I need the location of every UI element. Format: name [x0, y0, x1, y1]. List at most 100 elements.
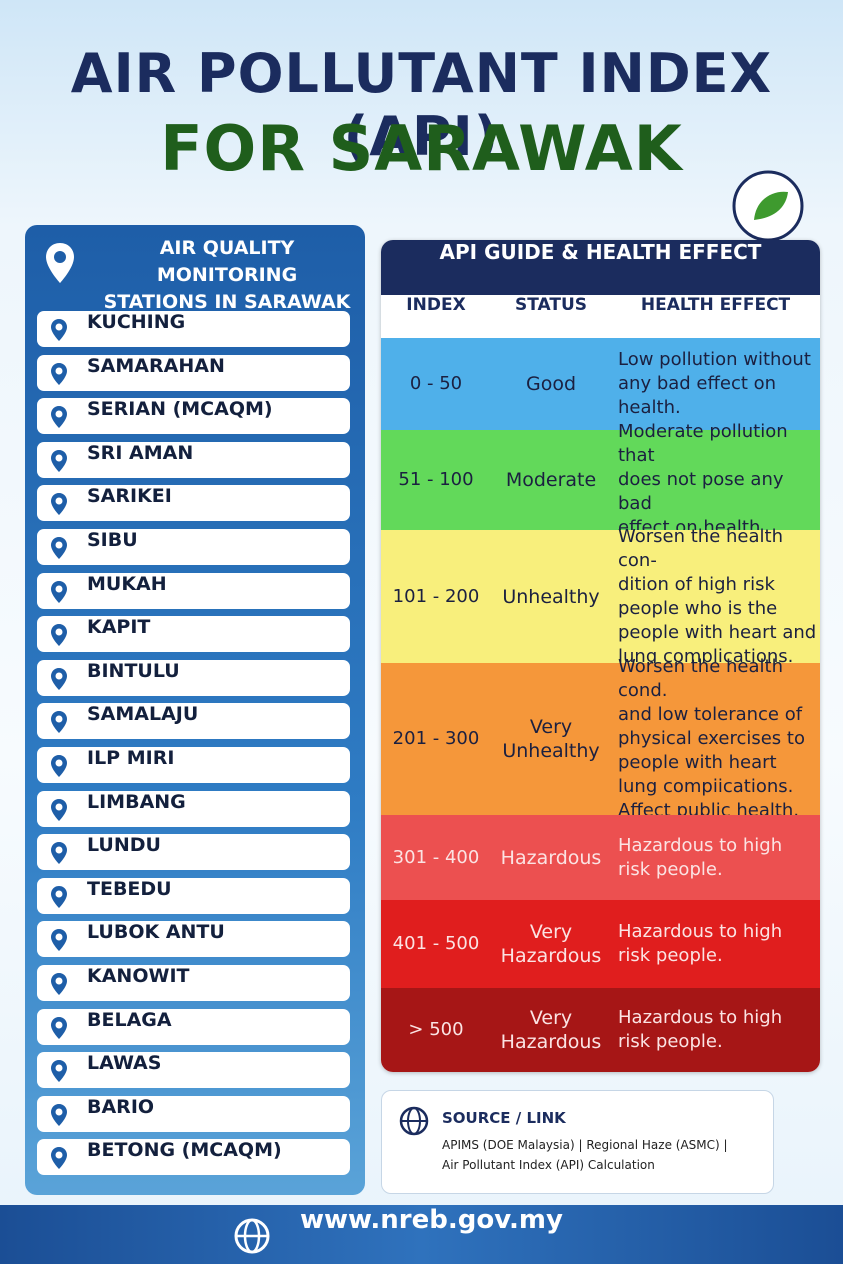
location-icon	[46, 243, 74, 283]
pin-icon	[51, 973, 67, 995]
station-item: KAPIT	[37, 616, 350, 653]
pin-icon	[51, 755, 67, 777]
station-item: SARIKEI	[37, 485, 350, 522]
pin-icon	[51, 842, 67, 865]
source-text: APIMS (DOE Malaysia) | Regional Haze (AS…	[442, 1138, 728, 1172]
station-item: SAMALAJU	[37, 703, 350, 740]
station-item: BARIO	[37, 1095, 350, 1132]
pin-icon	[51, 885, 67, 908]
health-effect: Hazardous to high risk people.	[618, 1007, 783, 1052]
pin-icon	[51, 406, 67, 429]
station-item: SRI AMAN	[37, 441, 350, 478]
title-line2: FOR SARAWAK	[160, 112, 683, 185]
station-item: SERIAN (MCAQM)	[37, 398, 350, 435]
station-item: ILP MIRI	[37, 747, 350, 783]
leaf-badge	[732, 170, 804, 242]
pin-icon	[51, 319, 67, 341]
station-item: TEBEDU	[37, 877, 350, 914]
footer-url[interactable]: www.nreb.gov.my	[300, 1205, 563, 1235]
index-range: 101 - 200	[392, 585, 480, 607]
station-item: KANOWIT	[37, 965, 350, 1001]
pin-icon	[51, 1103, 67, 1126]
index-range: 51 - 100	[398, 469, 474, 490]
pin-icon	[51, 624, 67, 647]
station-item: BINTULU	[37, 659, 350, 696]
station-item: BETONG (MCAQM)	[37, 1139, 350, 1176]
pin-icon	[51, 362, 67, 385]
column-header: INDEX	[406, 295, 466, 315]
station-item: LIMBANG	[37, 790, 350, 827]
station-item: SAMARAHAN	[37, 354, 350, 391]
guide-row: 201 - 300 Very Unhealthy Worsen the health…	[381, 656, 820, 821]
index-range: 0 - 50	[409, 373, 463, 394]
station-name: SARIKEI	[87, 485, 172, 508]
health-effect: Low pollution without any bad effect on …	[618, 349, 811, 418]
guide-title: API GUIDE & HEALTH EFFECT	[381, 240, 820, 295]
pin-icon	[51, 449, 67, 472]
station-name: TEBEDU	[87, 877, 172, 900]
index-range: 201 - 300	[392, 728, 480, 749]
station-item: LAWAS	[37, 1052, 350, 1089]
station-name: SERIAN (MCAQM)	[87, 398, 273, 421]
source-title: SOURCE / LINK	[442, 1109, 566, 1127]
health-effect: Hazardous to high risk people.	[618, 921, 783, 966]
guide-row: 101 - 200 Unhealthy Worsen the health con-…	[381, 525, 820, 667]
guide-row: 0 - 50 Good Low pollution without any bad …	[381, 338, 820, 430]
station-name: SIBU	[87, 529, 138, 551]
pin-icon	[51, 711, 67, 734]
api-guide: API GUIDE & HEALTH EFFECT INDEX STATUS HEA…	[381, 240, 820, 1072]
station-name: KAPIT	[87, 616, 151, 639]
column-header: HEALTH EFFECT	[640, 295, 791, 315]
health-effect: Worsen the health cond. and low toleranc…	[618, 656, 805, 821]
source-box: SOURCE / LINK APIMS (DOE Malaysia) | Reg…	[381, 1090, 774, 1194]
index-range: 301 - 400	[392, 846, 480, 868]
station-name: ILP MIRI	[87, 747, 175, 769]
status: Hazardous	[500, 846, 602, 869]
pin-icon	[51, 1147, 67, 1170]
pin-icon	[51, 1060, 67, 1083]
guide-row: 401 - 500 Very Hazardous Hazardous to high…	[381, 900, 820, 988]
station-name: BETONG (MCAQM)	[87, 1139, 282, 1162]
station-item: LUNDU	[37, 834, 350, 871]
pin-icon	[51, 929, 67, 952]
globe-icon	[234, 1218, 270, 1254]
station-name: LAWAS	[87, 1052, 162, 1075]
health-effect: Worsen the health con- dition of high ri…	[618, 525, 817, 667]
pin-icon	[51, 798, 67, 821]
station-name: BARIO	[87, 1095, 155, 1118]
index-range: > 500	[408, 1019, 464, 1040]
status: Very Unhealthy	[502, 716, 600, 762]
station-item: LUBOK ANTU	[37, 921, 350, 958]
pin-icon	[51, 1016, 67, 1039]
status: Very Hazardous	[500, 921, 602, 967]
station-name: LUBOK ANTU	[87, 921, 225, 944]
globe-icon	[399, 1106, 429, 1136]
pin-icon	[51, 493, 67, 516]
station-name: KUCHING	[87, 311, 186, 333]
station-name: LUNDU	[87, 834, 161, 857]
station-name: KANOWIT	[87, 965, 190, 987]
station-item: BELAGA	[37, 1008, 350, 1045]
status: Unhealthy	[502, 585, 600, 608]
pin-icon	[51, 667, 67, 690]
station-name: SAMALAJU	[87, 703, 199, 726]
status: Moderate	[505, 469, 597, 491]
guide-row: 51 - 100 Moderate Moderate pollution that …	[381, 421, 820, 538]
footer: www.nreb.gov.my	[0, 1205, 843, 1264]
pin-icon	[51, 580, 67, 603]
station-name: BELAGA	[87, 1008, 172, 1031]
health-effect: Hazardous to high risk people.	[618, 834, 783, 880]
stations-panel: AIR QUALITY MONITORING STATIONS IN SARAW…	[25, 225, 365, 1195]
health-effect: Moderate pollution that does not pose an…	[618, 421, 788, 538]
station-item: KUCHING	[37, 311, 350, 347]
title-line1: AIR POLLUTANT INDEX (API)	[70, 42, 773, 168]
station-item: MUKAH	[37, 572, 350, 609]
guide-row: 301 - 400 Hazardous Hazardous to high risk…	[381, 815, 820, 900]
status: Good	[525, 373, 577, 395]
pin-icon	[51, 537, 67, 559]
station-name: SAMARAHAN	[87, 354, 225, 377]
station-item: SIBU	[37, 529, 350, 565]
index-range: 401 - 500	[392, 933, 480, 954]
stations-title: AIR QUALITY MONITORING STATIONS IN SARAW…	[103, 237, 351, 313]
